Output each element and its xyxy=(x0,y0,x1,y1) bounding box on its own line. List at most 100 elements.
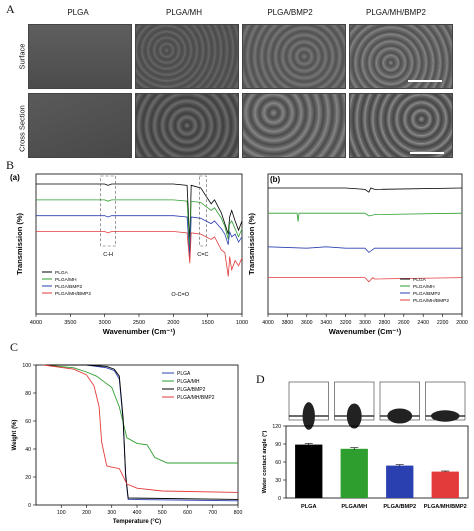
y-tick-label: 90 xyxy=(275,442,281,448)
sem-image-cross-plga-mh-bmp2 xyxy=(349,93,453,158)
legend-label: PLGA/MH xyxy=(55,277,77,283)
sem-image-cross-plga xyxy=(28,93,132,158)
series-line-plga-mh xyxy=(268,212,463,222)
y-axis-label: Water contact angle (°) xyxy=(262,431,268,494)
sem-row-header-cross-section: Cross Section xyxy=(17,105,27,152)
x-axis-label: Wavenumber (Cm⁻¹) xyxy=(329,327,402,336)
tga-chart: 100 200 300 400 500 600 700 800 0 20 40 60 80 100 Temp… xyxy=(12,363,243,525)
y-tick-label: 0 xyxy=(28,503,31,509)
legend-label: PLGA/MH/BMP2 xyxy=(55,291,91,297)
droplet-icon xyxy=(346,403,362,429)
legend-label: PLGA/BMP2 xyxy=(55,284,83,290)
x-tick-label: 1000 xyxy=(236,320,248,326)
x-tick-label: 400 xyxy=(133,510,142,516)
x-tick-label: PLGA xyxy=(301,504,317,510)
series-line-plga xyxy=(36,183,243,244)
legend-label: PLGA xyxy=(177,371,191,377)
x-tick-label: 3000 xyxy=(359,320,371,326)
bar-plga-bmp2 xyxy=(386,465,414,498)
panel-label-d: D xyxy=(256,372,265,386)
x-tick-label: 3500 xyxy=(64,320,76,326)
x-tick-label: 600 xyxy=(183,510,192,516)
sem-image-cross-plga-mh xyxy=(135,93,239,158)
x-tick-label: 500 xyxy=(158,510,167,516)
series-line-plga xyxy=(268,187,463,193)
x-axis-label: Wavenumber (Cm⁻¹) xyxy=(103,327,176,336)
sem-image-surface-plga-bmp2 xyxy=(242,24,346,89)
x-tick-label: 300 xyxy=(107,510,116,516)
y-axis-label: Weight (%) xyxy=(12,420,18,451)
series-line-plga-mh xyxy=(36,199,243,251)
legend-label: PLGA/MH/BMP2 xyxy=(413,298,449,304)
x-tick-label: 2000 xyxy=(167,320,179,326)
x-tick-label: 2000 xyxy=(456,320,468,326)
legend-label: PLGA/MH xyxy=(177,379,200,385)
annotation-ocoo: O-C=O xyxy=(171,292,189,298)
y-tick-label: 80 xyxy=(25,391,31,397)
x-tick-label: 2400 xyxy=(417,320,429,326)
series-line-plga-mh-bmp2 xyxy=(268,277,463,283)
x-tick-label: PLGA/BMP2 xyxy=(383,504,416,510)
sem-col-header-plga-mh-bmp2: PLGA/MH/BMP2 xyxy=(365,8,426,17)
legend-label: PLGA/MH/BMP2 xyxy=(177,395,215,401)
y-tick-label: 60 xyxy=(25,419,31,425)
x-tick-label: 4000 xyxy=(30,320,42,326)
droplet-icon xyxy=(302,402,315,430)
y-tick-label: 40 xyxy=(25,447,31,453)
ftir-chart-b: (b) 4000 3800 3600 3400 3200 3000 2800 2600 2400 2… xyxy=(247,173,468,336)
scale-bar-cross-section xyxy=(410,152,444,154)
series-line-plga xyxy=(43,364,239,502)
x-tick-label: 4000 xyxy=(262,320,274,326)
annotation-box-ch xyxy=(100,175,116,247)
y-axis-label: Transmission (%) xyxy=(15,212,24,275)
y-tick-label: 0 xyxy=(278,496,281,502)
y-axis-label: Transmission (%) xyxy=(247,212,256,275)
plot-frame xyxy=(35,364,239,506)
panel-label: (a) xyxy=(10,173,20,182)
legend-label: PLGA/MH xyxy=(413,284,435,290)
series-line-plga-bmp2 xyxy=(43,364,239,500)
ftir-chart-a: (a) 4000 3500 3000 2500 2000 1500 1000 Wavenumbe… xyxy=(10,173,248,336)
series-line-plga-bmp2 xyxy=(267,246,462,253)
contact-angle-chart: 0 30 60 90 120 Water contact angle (°) PLGA PLG… xyxy=(262,381,469,510)
sem-col-header-plga-mh: PLGA/MH xyxy=(165,8,202,17)
x-tick-label: 3600 xyxy=(301,320,313,326)
sem-image-surface-plga-mh xyxy=(135,24,239,89)
sem-image-surface-plga xyxy=(28,24,132,89)
bar-plga-mh xyxy=(340,448,368,498)
y-tick-label: 120 xyxy=(272,424,281,430)
y-tick-label: 20 xyxy=(25,475,31,481)
x-tick-label: PLGA/MH/BMP2 xyxy=(424,504,467,510)
droplet-icon xyxy=(387,408,413,424)
x-tick-label: 100 xyxy=(57,510,66,516)
scale-bar-surface xyxy=(408,80,442,82)
annotation-cc: C=C xyxy=(197,252,208,258)
annotation-ch: C-H xyxy=(103,252,113,258)
legend-label: PLGA/BMP2 xyxy=(413,291,441,297)
x-tick-label: 2500 xyxy=(133,320,145,326)
x-tick-label: 3000 xyxy=(99,320,111,326)
series-line-plga-mh xyxy=(43,364,238,464)
x-tick-label: 3800 xyxy=(282,320,294,326)
sem-col-header-plga-bmp2: PLGA/BMP2 xyxy=(267,8,313,17)
droplet-icon xyxy=(430,410,460,422)
panel-label: (b) xyxy=(270,175,281,184)
series-line-plga-mh-bmp2 xyxy=(43,364,239,493)
x-tick-label: 2200 xyxy=(437,320,449,326)
sem-col-header-plga: PLGA xyxy=(67,8,89,17)
legend-label: PLGA/BMP2 xyxy=(177,387,206,393)
y-tick-label: 100 xyxy=(22,363,31,369)
sem-row-header-surface: Surface xyxy=(17,43,27,70)
x-tick-label: 700 xyxy=(208,510,217,516)
bar-plga-mh-bmp2 xyxy=(431,471,459,498)
x-tick-label: 2800 xyxy=(379,320,391,326)
series-line-plga-bmp2 xyxy=(36,215,243,258)
series-line-plga-mh-bmp2 xyxy=(36,231,243,277)
x-tick-label: 800 xyxy=(234,510,243,516)
x-tick-label: 200 xyxy=(82,510,91,516)
panel-label-a: A xyxy=(6,2,15,16)
panel-label-b: B xyxy=(6,158,15,172)
x-axis-label: Temperature (°C) xyxy=(113,519,161,525)
y-tick-label: 60 xyxy=(275,460,281,466)
x-tick-label: PLGA/MH xyxy=(341,504,367,510)
